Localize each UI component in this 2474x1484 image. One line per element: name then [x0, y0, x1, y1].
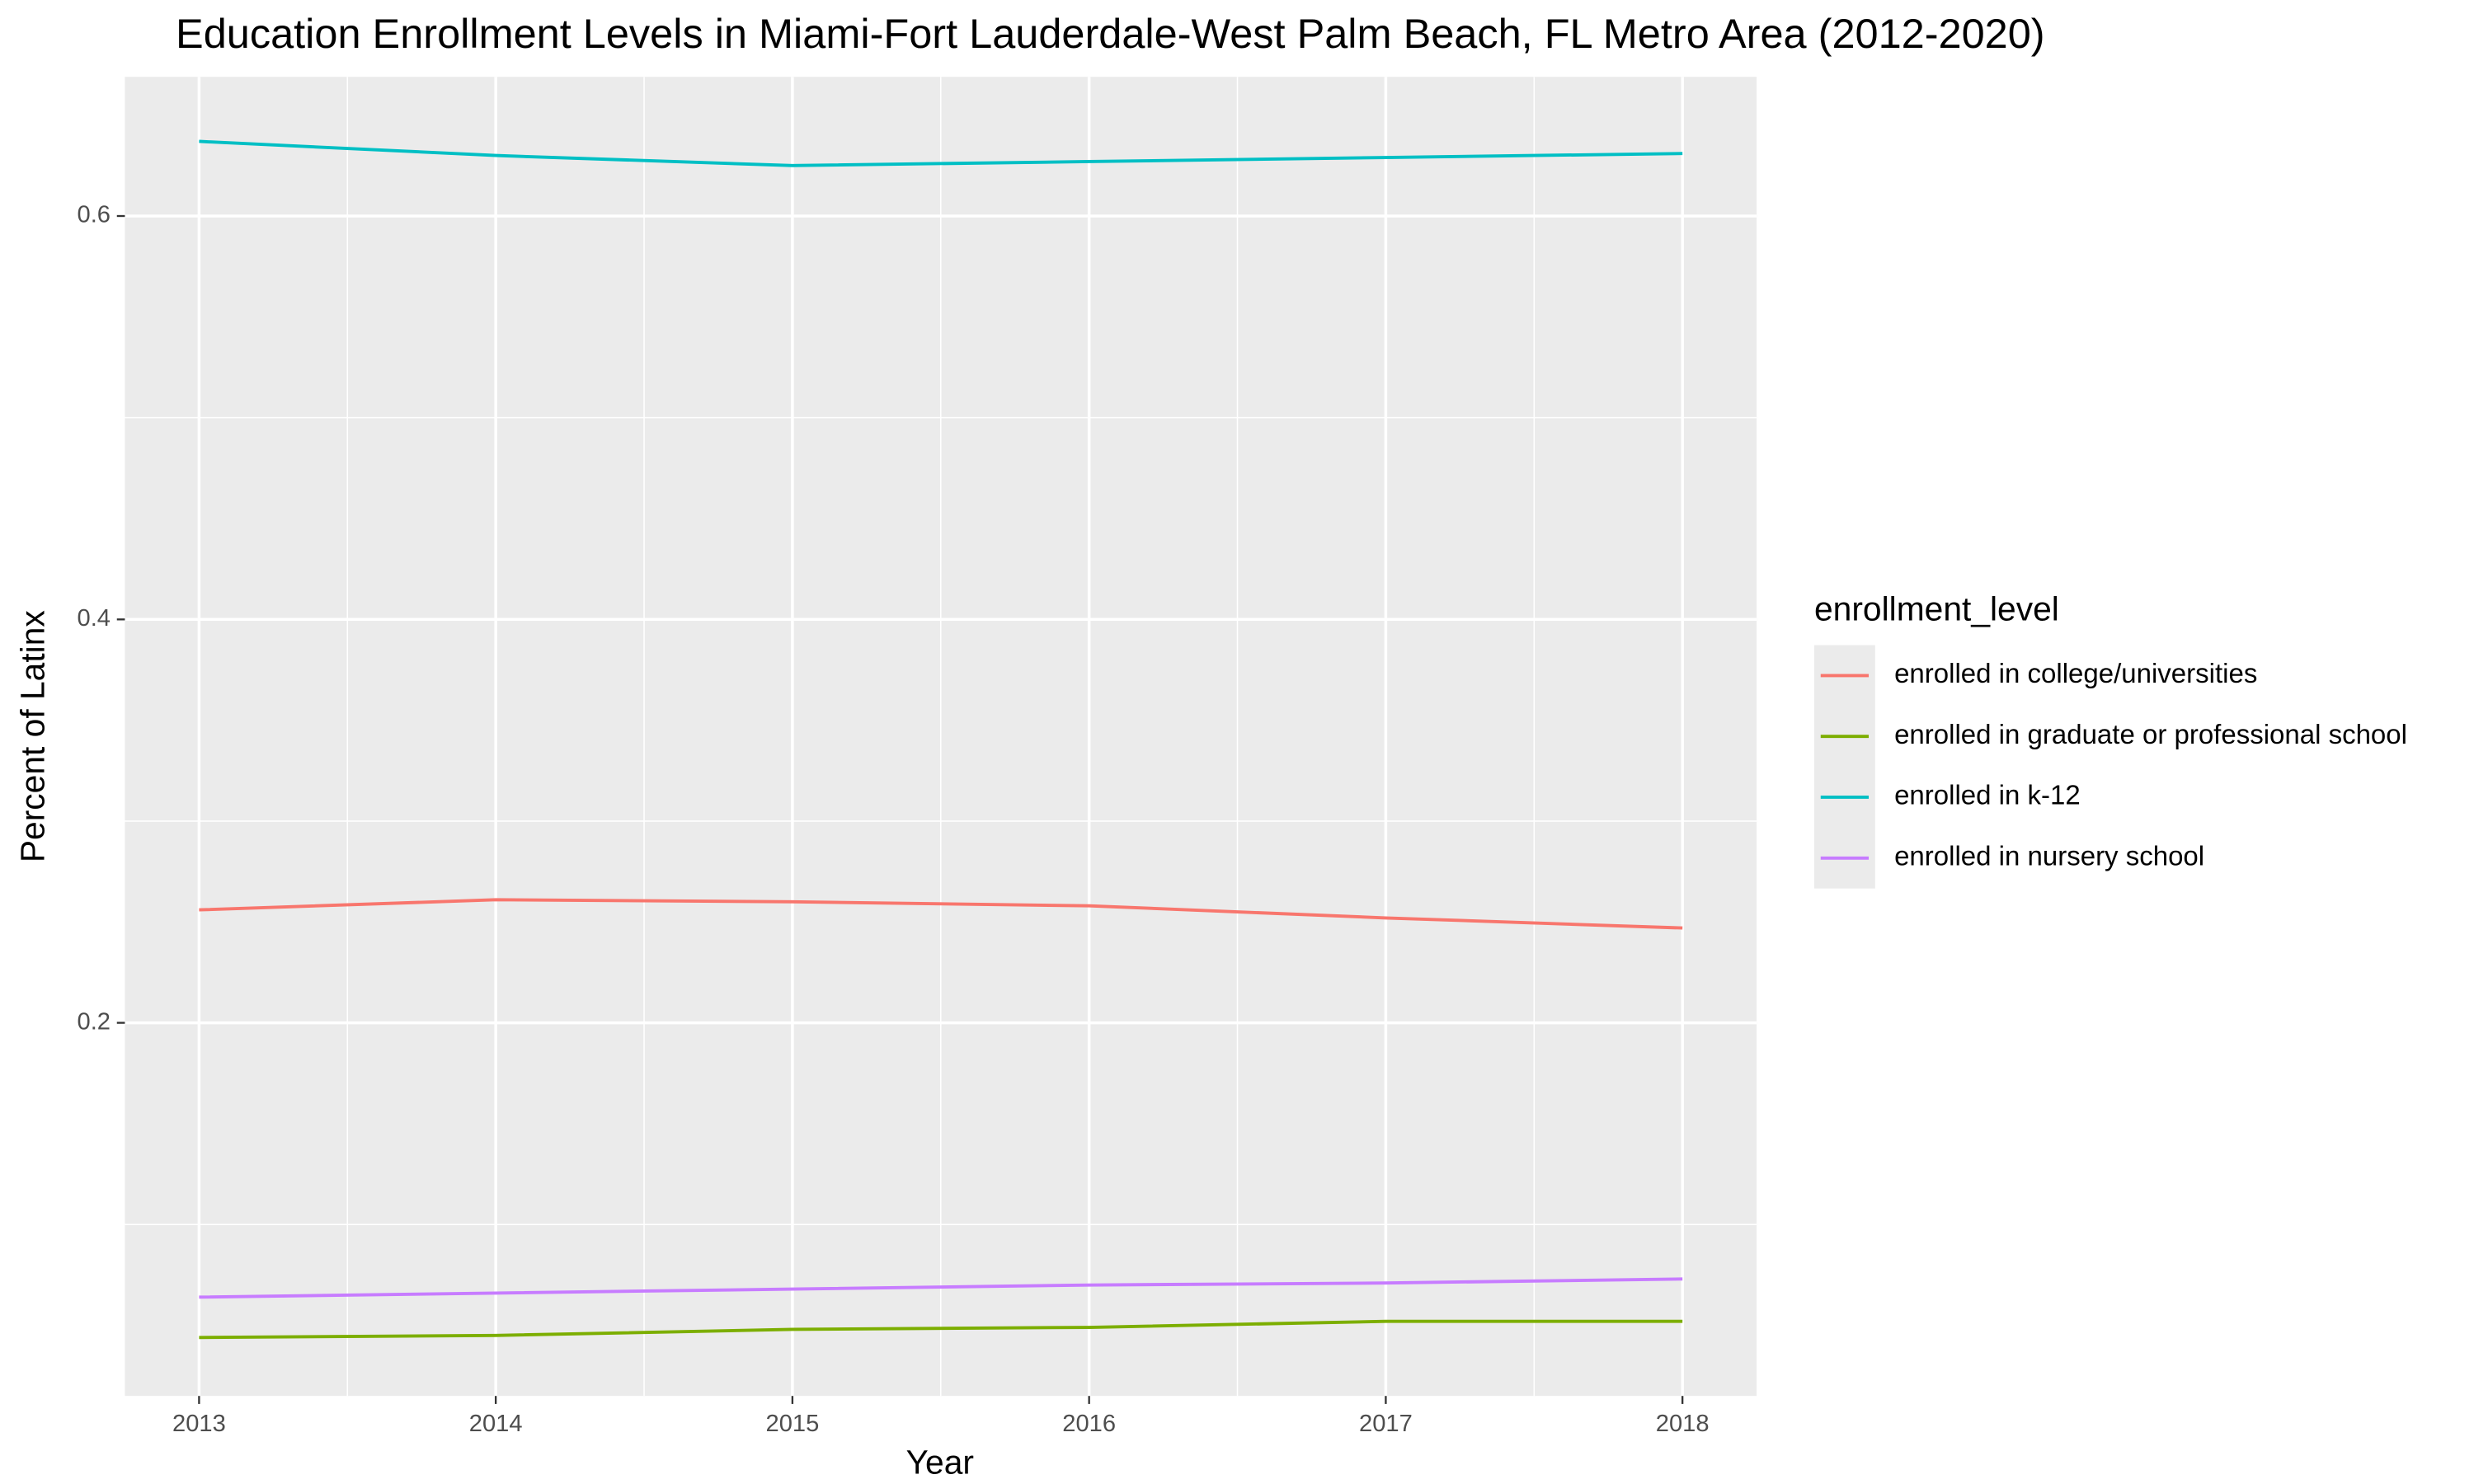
- legend-label: enrolled in k-12: [1894, 780, 2081, 810]
- x-tick-label: 2018: [1656, 1411, 1710, 1437]
- y-tick-label: 0.6: [78, 202, 111, 228]
- legend-key-background: [1814, 645, 1875, 889]
- data-line: [199, 139, 1683, 167]
- x-tick-label: 2014: [469, 1411, 523, 1437]
- y-tick-label: 0.2: [78, 1008, 111, 1035]
- legend-label: enrolled in graduate or professional sch…: [1894, 719, 2407, 749]
- x-tick-label: 2016: [1062, 1411, 1116, 1437]
- y-axis-title: Percent of Latinx: [13, 610, 51, 862]
- x-tick-label: 2015: [766, 1411, 820, 1437]
- data-line: [199, 1319, 1683, 1340]
- legend-label: enrolled in nursery school: [1894, 840, 2204, 871]
- x-tick-label: 2017: [1359, 1411, 1413, 1437]
- chart-title: Education Enrollment Levels in Miami-For…: [176, 10, 2045, 57]
- legend-title: enrollment_level: [1814, 590, 2059, 628]
- y-tick-label: 0.4: [78, 605, 111, 632]
- data-line: [199, 898, 1683, 930]
- x-tick-label: 2013: [172, 1411, 226, 1437]
- data-line: [199, 1277, 1683, 1299]
- x-axis-title: Year: [906, 1443, 974, 1481]
- legend-label: enrolled in college/universities: [1894, 658, 2257, 688]
